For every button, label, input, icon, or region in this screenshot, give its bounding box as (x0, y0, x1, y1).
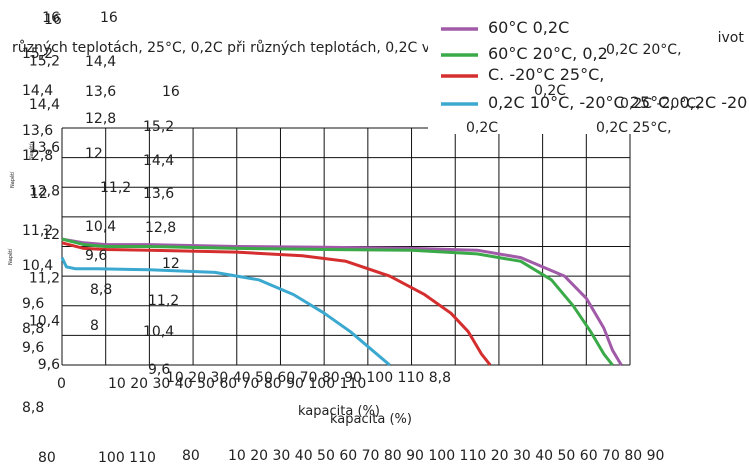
ghost-y-left-b: 10,4 (85, 219, 116, 235)
ghost-y-left-b: 12 (85, 146, 103, 162)
ghost-y-mid: 9,6 (148, 362, 170, 378)
ghost-x-row: 80 (38, 450, 56, 465)
ghost-y-left-b: 8 (90, 318, 99, 334)
ghost-y-far-left: 9,6 (22, 340, 44, 356)
legend-note: 0,2C -20°C, (620, 96, 701, 112)
ghost-small-label: Napětí (7, 248, 14, 265)
y-tick-label: 9,6 (38, 357, 60, 373)
ghost-y-mid: 10,4 (143, 324, 174, 340)
ghost-small-label: Napětí (28, 143, 35, 160)
ghost-x-row: 10 20 30 40 50 60 70 80 90 100 110 (108, 376, 366, 392)
ghost-y-far-left: 11,2 (22, 223, 53, 239)
y-tick-label: 15,2 (29, 53, 60, 69)
series-line-1 (61, 237, 614, 366)
ghost-y-far-left: 12,8 (22, 148, 53, 164)
legend-note: 0,2C (534, 83, 566, 99)
series-line-0 (61, 237, 623, 366)
ghost-y-mid: 14,4 (143, 153, 174, 169)
ghost-y-left-b: 8,8 (90, 282, 112, 298)
ghost-y-mid: 12,8 (145, 220, 176, 236)
ghost-y-left-b: 14,4 (85, 54, 116, 70)
ghost-y-left-b: 11,2 (100, 180, 131, 196)
ghost-y-far-left: 12 (30, 186, 48, 202)
x-tick-label: 0 (57, 376, 66, 392)
ghost-y-far-left: 14,4 (22, 83, 53, 99)
x-axis-label: kapacita (%) (330, 412, 412, 427)
ghost-x-row: 10 20 30 40 50 60 70 80 90 100 110 20 30… (228, 448, 664, 464)
ghost-y-left-b: 12,8 (85, 111, 116, 127)
ghost-y-mid: 13,6 (143, 186, 174, 202)
x-axis-label-dup: kapacita (%) (298, 404, 380, 419)
y-tick-label: 11,2 (29, 270, 60, 286)
y-tick-label: 12,8 (29, 184, 60, 200)
y-tick-label: 10,4 (29, 314, 60, 330)
ghost-x-row: 10 20 30 40 50 60 70 80 90 100 110 8,8 (166, 370, 451, 386)
ghost-small-label: Napětí (9, 171, 16, 188)
ghost-y-mid: 15,2 (143, 119, 174, 135)
ghost-y-left-b: 16 (100, 10, 118, 26)
ghost-x-row: 80 (182, 448, 200, 464)
ghost-y-left-b: 9,6 (85, 248, 107, 264)
ghost-y-far-left: 10,4 (22, 258, 53, 274)
y-tick-label: 16 (42, 10, 60, 26)
ghost-y-far-left: 13,6 (22, 123, 53, 139)
legend-entry-0: 60°C 0,2C (488, 18, 569, 37)
series-layer (60, 237, 623, 367)
legend-entry-2: C. -20°C 25°C, (488, 65, 604, 84)
ghost-y-far-left: 8,8 (22, 400, 44, 416)
ghost-y-mid: 12 (162, 256, 180, 272)
ghost-y-far-left: 16 (44, 12, 62, 28)
ghost-x-row: 100 110 (98, 450, 156, 465)
y-tick-label: 14,4 (29, 97, 60, 113)
legend-note: 0,2C (466, 120, 498, 136)
ghost-y-left-b: 13,6 (85, 84, 116, 100)
legend-entry-3: 0,2C 10°C, -20°C 25°C, 0,2C -20°C, (488, 93, 749, 112)
legend-entry-1: 60°C 20°C, 0,2 (488, 44, 608, 63)
series-line-3 (60, 256, 391, 367)
ghost-y-far-left: 15,2 (22, 46, 53, 62)
y-tick-label: 13,6 (29, 140, 60, 156)
ghost-label-layer: 1615,214,413,612,81211,210,49,68,81614,4… (7, 10, 664, 465)
ghost-y-far-left: 9,6 (22, 296, 44, 312)
ghost-y-far-left: 8,8 (22, 321, 44, 337)
ghost-y-mid: 16 (162, 84, 180, 100)
chart-title: různých teplotách, 25°C, 0,2C při různýc… (12, 40, 545, 56)
ghost-y-mid: 11,2 (148, 293, 179, 309)
legend-note: 0,2C 25°C, (596, 120, 672, 136)
legend-note: 0,2C 20°C, (606, 42, 682, 58)
y-tick-label: 12 (42, 227, 60, 243)
series-line-2 (61, 241, 492, 366)
